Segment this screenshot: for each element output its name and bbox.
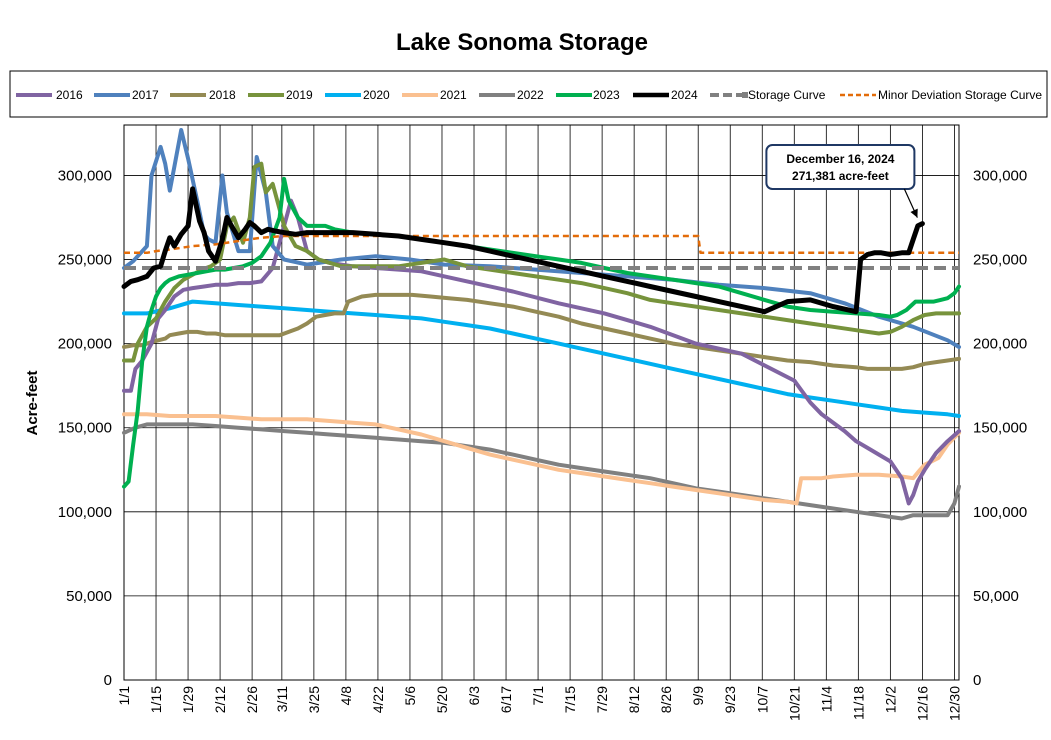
series-line-2022 <box>122 422 961 521</box>
y-tick-label-right: 150,000 <box>973 420 1027 437</box>
x-tick-label: 9/23 <box>722 686 738 713</box>
x-tick-label: 11/18 <box>850 686 866 720</box>
y-tick-label-right: 300,000 <box>973 167 1027 184</box>
x-tick-label: 12/16 <box>914 686 930 721</box>
series-line-minor-deviation-storage-curve <box>124 234 959 255</box>
y-tick-label-right: 0 <box>973 672 981 689</box>
y-tick-label-right: 250,000 <box>973 252 1027 269</box>
x-tick-label: 8/26 <box>658 686 674 713</box>
y-axis-label: Acre-feet <box>24 370 41 435</box>
x-tick-label: 2/12 <box>212 686 228 713</box>
legend-label: 2016 <box>56 88 83 102</box>
series-line-2018 <box>122 292 961 371</box>
legend-label: Minor Deviation Storage Curve <box>878 88 1042 102</box>
legend-label: 2021 <box>440 88 467 102</box>
annotation-date: December 16, 2024 <box>786 152 894 166</box>
y-tick-label-right: 50,000 <box>973 588 1019 605</box>
y-tick-label-left: 250,000 <box>58 252 112 269</box>
x-tick-label: 10/7 <box>754 686 770 713</box>
legend-label: Storage Curve <box>748 88 826 102</box>
x-tick-label: 12/30 <box>946 686 962 721</box>
x-tick-label: 12/2 <box>882 686 898 713</box>
legend-label: 2023 <box>593 88 620 102</box>
y-axis-right: 0 50,000 100,000 150,000 200,000 250,000 300,0… <box>973 167 1027 689</box>
series-line-2020 <box>122 299 961 418</box>
x-tick-label: 2/26 <box>244 686 260 713</box>
series-layer <box>121 128 961 521</box>
legend-label: 2022 <box>517 88 544 102</box>
annotation-arrowhead <box>910 208 918 218</box>
x-tick-label: 5/20 <box>434 686 450 713</box>
x-tick-label: 6/3 <box>466 686 482 706</box>
x-tick-label: 1/1 <box>116 686 132 706</box>
annotation-value: 271,381 acre-feet <box>792 169 889 183</box>
y-tick-label-left: 200,000 <box>58 336 112 353</box>
y-tick-label-left: 150,000 <box>58 420 112 437</box>
x-tick-label: 4/22 <box>370 686 386 713</box>
series-line-2024 <box>121 186 925 315</box>
y-axis-left: 0 50,000 100,000 150,000 200,000 250,000 300,0… <box>58 167 112 689</box>
x-tick-label: 11/4 <box>818 686 834 712</box>
chart-title: Lake Sonoma Storage <box>396 29 648 56</box>
x-tick-label: 7/15 <box>562 686 578 713</box>
y-tick-label-left: 100,000 <box>58 504 112 521</box>
series-line-2021 <box>122 412 961 506</box>
y-tick-label-right: 100,000 <box>973 504 1027 521</box>
legend: 2016 2017 2018 2019 2020 2021 2022 2023 2024 Stor… <box>16 88 1042 102</box>
annotation-callout: December 16, 2024 271,381 acre-feet <box>765 144 918 218</box>
x-tick-label: 1/15 <box>148 686 164 713</box>
legend-label: 2018 <box>209 88 236 102</box>
legend-label: 2020 <box>363 88 390 102</box>
x-axis: 1/1 1/15 1/29 2/12 2/26 3/11 3/25 4/8 4/22 5/6 5/2… <box>116 686 962 721</box>
legend-label: 2017 <box>132 88 159 102</box>
x-tick-label: 10/21 <box>786 686 802 721</box>
x-tick-label: 6/17 <box>498 686 514 713</box>
x-tick-label: 4/8 <box>338 686 354 706</box>
legend-label: 2019 <box>286 88 313 102</box>
x-tick-label: 3/25 <box>306 686 322 713</box>
x-tick-label: 9/9 <box>690 686 706 706</box>
x-tick-label: 7/29 <box>594 686 610 713</box>
x-tick-label: 8/12 <box>626 686 642 713</box>
plot-area <box>123 124 960 681</box>
x-tick-label: 7/1 <box>530 686 546 706</box>
legend-label: 2024 <box>671 88 698 102</box>
annotation-box <box>765 144 916 190</box>
y-tick-label-right: 200,000 <box>973 336 1027 353</box>
x-tick-label: 1/29 <box>180 686 196 713</box>
y-tick-label-left: 50,000 <box>66 588 112 605</box>
x-tick-label: 5/6 <box>402 686 418 706</box>
y-tick-label-left: 300,000 <box>58 167 112 184</box>
x-tick-label: 3/11 <box>274 686 290 712</box>
legend-marker <box>742 92 748 98</box>
y-tick-label-left: 0 <box>104 672 112 689</box>
